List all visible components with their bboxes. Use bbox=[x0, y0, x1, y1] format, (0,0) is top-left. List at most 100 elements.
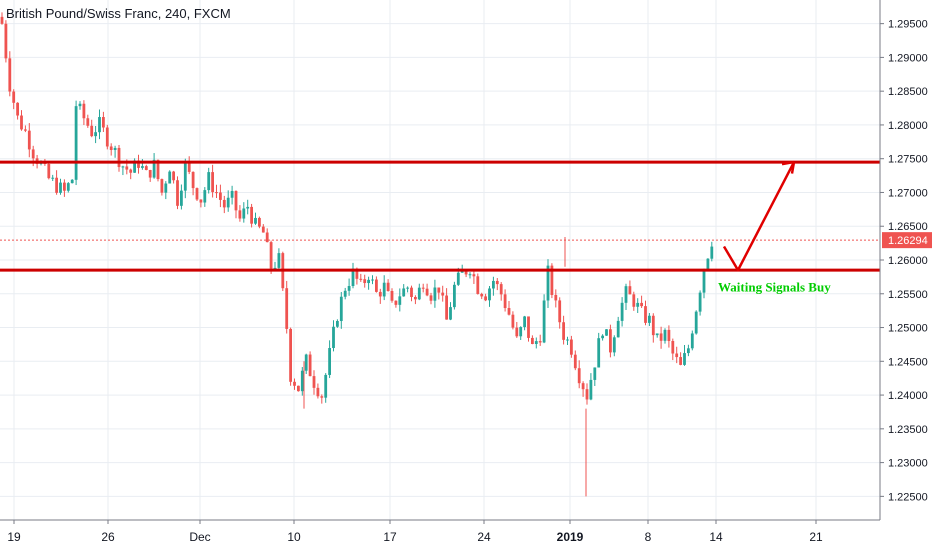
candle-body bbox=[261, 226, 265, 233]
candle-body bbox=[382, 282, 386, 297]
candle-body bbox=[519, 327, 523, 337]
candle-body bbox=[562, 322, 565, 340]
current-price-badge bbox=[882, 232, 932, 249]
candle-body bbox=[675, 353, 679, 358]
candle-body bbox=[620, 302, 624, 321]
candle-body bbox=[238, 210, 242, 219]
candle-body bbox=[24, 129, 27, 131]
candle-body bbox=[476, 276, 480, 294]
candle-body bbox=[277, 253, 281, 268]
candle-body bbox=[534, 341, 538, 344]
candle-body bbox=[585, 389, 589, 400]
x-tick-label: 10 bbox=[287, 530, 301, 544]
candle-body bbox=[492, 280, 495, 289]
candle-body bbox=[507, 308, 511, 315]
candle-body bbox=[300, 370, 304, 392]
candle-body bbox=[20, 115, 23, 130]
candle-body bbox=[137, 160, 140, 168]
candle-body bbox=[31, 149, 35, 159]
candle-body bbox=[183, 161, 187, 191]
candle-body bbox=[464, 270, 468, 275]
candle-body bbox=[324, 374, 328, 398]
candle-body bbox=[168, 171, 172, 184]
candle-body bbox=[472, 274, 476, 277]
candle-body bbox=[234, 190, 238, 211]
candle-body bbox=[27, 130, 31, 150]
candle-body bbox=[172, 171, 175, 181]
candle-body bbox=[468, 274, 472, 276]
candle-body bbox=[433, 287, 437, 301]
candle-body bbox=[82, 103, 86, 119]
candle-body bbox=[554, 294, 558, 301]
y-tick-label: 1.24000 bbox=[888, 390, 928, 402]
x-tick-label: 8 bbox=[645, 530, 652, 544]
candle-body bbox=[289, 328, 292, 382]
candle-body bbox=[651, 315, 655, 336]
candle-body bbox=[410, 287, 413, 297]
candle-body bbox=[566, 339, 569, 341]
candle-body bbox=[437, 287, 441, 293]
candle-body bbox=[573, 354, 577, 369]
candle-body bbox=[59, 182, 62, 193]
candle-body bbox=[589, 379, 593, 400]
x-tick-label: 21 bbox=[809, 530, 823, 544]
x-tick-label: 24 bbox=[477, 530, 491, 544]
candle-body bbox=[293, 381, 296, 386]
candle-body bbox=[546, 265, 550, 301]
candle-body bbox=[152, 159, 156, 178]
chart-title: British Pound/Swiss Franc, 240, FXCM bbox=[6, 6, 231, 21]
candle-body bbox=[226, 197, 230, 208]
candle-body bbox=[105, 127, 109, 147]
candle-body bbox=[640, 302, 643, 307]
candle-body bbox=[375, 279, 378, 292]
candle-body bbox=[655, 333, 659, 336]
candle-body bbox=[156, 159, 160, 180]
y-tick-label: 1.22500 bbox=[888, 491, 928, 503]
candle-body bbox=[624, 286, 628, 303]
y-tick-label: 1.29000 bbox=[888, 52, 928, 64]
candle-body bbox=[371, 279, 374, 281]
candle-body bbox=[347, 286, 351, 291]
candle-body bbox=[164, 183, 168, 193]
y-tick-label: 1.26000 bbox=[888, 255, 928, 267]
candle-body bbox=[359, 278, 363, 280]
candle-body bbox=[78, 103, 82, 107]
projection-arrow bbox=[722, 161, 796, 272]
candle-body bbox=[609, 329, 612, 353]
candle-body bbox=[679, 357, 682, 365]
candle-body bbox=[706, 258, 710, 270]
candle-body bbox=[671, 340, 675, 354]
candle-body bbox=[269, 242, 273, 269]
candle-body bbox=[429, 295, 433, 301]
candle-body bbox=[195, 188, 199, 200]
x-tick-label: 14 bbox=[709, 530, 723, 544]
candle-body bbox=[421, 287, 425, 289]
candle-body bbox=[12, 91, 16, 103]
y-tick-label: 1.25500 bbox=[888, 289, 928, 301]
candle-body bbox=[125, 166, 129, 170]
candle-body bbox=[320, 396, 324, 398]
candle-body bbox=[597, 338, 601, 368]
candle-body bbox=[511, 314, 515, 328]
y-tick-label: 1.25000 bbox=[888, 323, 928, 335]
y-tick-label: 1.23000 bbox=[888, 458, 928, 470]
candle-body bbox=[406, 287, 409, 289]
candle-body bbox=[8, 58, 12, 92]
projection-arrow-head bbox=[781, 160, 796, 174]
y-tick-label: 1.29500 bbox=[888, 19, 928, 31]
candle-body bbox=[70, 179, 74, 184]
candle-body bbox=[351, 268, 355, 287]
candle-body bbox=[398, 296, 402, 305]
candle-body bbox=[538, 341, 542, 343]
candle-body bbox=[484, 296, 487, 301]
candle-body bbox=[694, 311, 698, 334]
candle-body bbox=[250, 206, 253, 224]
y-tick-label: 1.27000 bbox=[888, 187, 928, 199]
candle-body bbox=[328, 348, 331, 375]
candle-body bbox=[51, 177, 55, 179]
candle-body bbox=[355, 268, 359, 279]
y-axis-panel bbox=[880, 0, 932, 550]
candle-body bbox=[343, 290, 347, 297]
candle-body bbox=[386, 282, 390, 291]
